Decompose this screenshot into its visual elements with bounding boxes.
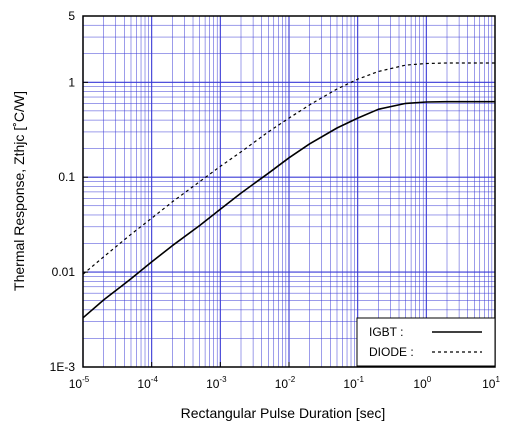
legend-box xyxy=(356,317,496,367)
y-tick-label: 0.01 xyxy=(52,265,76,279)
series-line-diode xyxy=(82,62,495,275)
x-tick-label: 10-4 xyxy=(137,375,158,391)
x-tick-label: 10-5 xyxy=(69,375,90,391)
legend-label-igbt: IGBT : xyxy=(369,325,403,339)
y-tick-label: 1 xyxy=(68,75,75,89)
x-tick-label: 100 xyxy=(413,375,431,391)
y-tick-label: 0.1 xyxy=(58,170,75,184)
x-tick-label: 10-3 xyxy=(206,375,227,391)
legend-label-diode: DIODE : xyxy=(369,345,414,359)
x-tick-label: 101 xyxy=(482,375,500,391)
legend: IGBT : DIODE : xyxy=(356,317,496,367)
grid-lines xyxy=(82,15,495,368)
x-tick-label: 10-1 xyxy=(343,375,364,391)
data-curves xyxy=(82,62,495,319)
y-tick-label: 1E-3 xyxy=(50,360,76,374)
y-axis-title: Thermal Response, Zthjc [˚C/W] xyxy=(11,91,27,291)
series-line-igbt xyxy=(82,100,495,319)
x-axis-tick-labels: 10-5 10-4 10-3 10-2 10-1 100 101 xyxy=(69,375,501,391)
y-axis-tick-labels: 1E-3 0.01 0.1 1 5 xyxy=(50,9,76,374)
y-tick-label: 5 xyxy=(68,9,75,23)
x-tick-label: 10-2 xyxy=(275,375,296,391)
x-axis-title: Rectangular Pulse Duration [sec] xyxy=(181,405,386,421)
